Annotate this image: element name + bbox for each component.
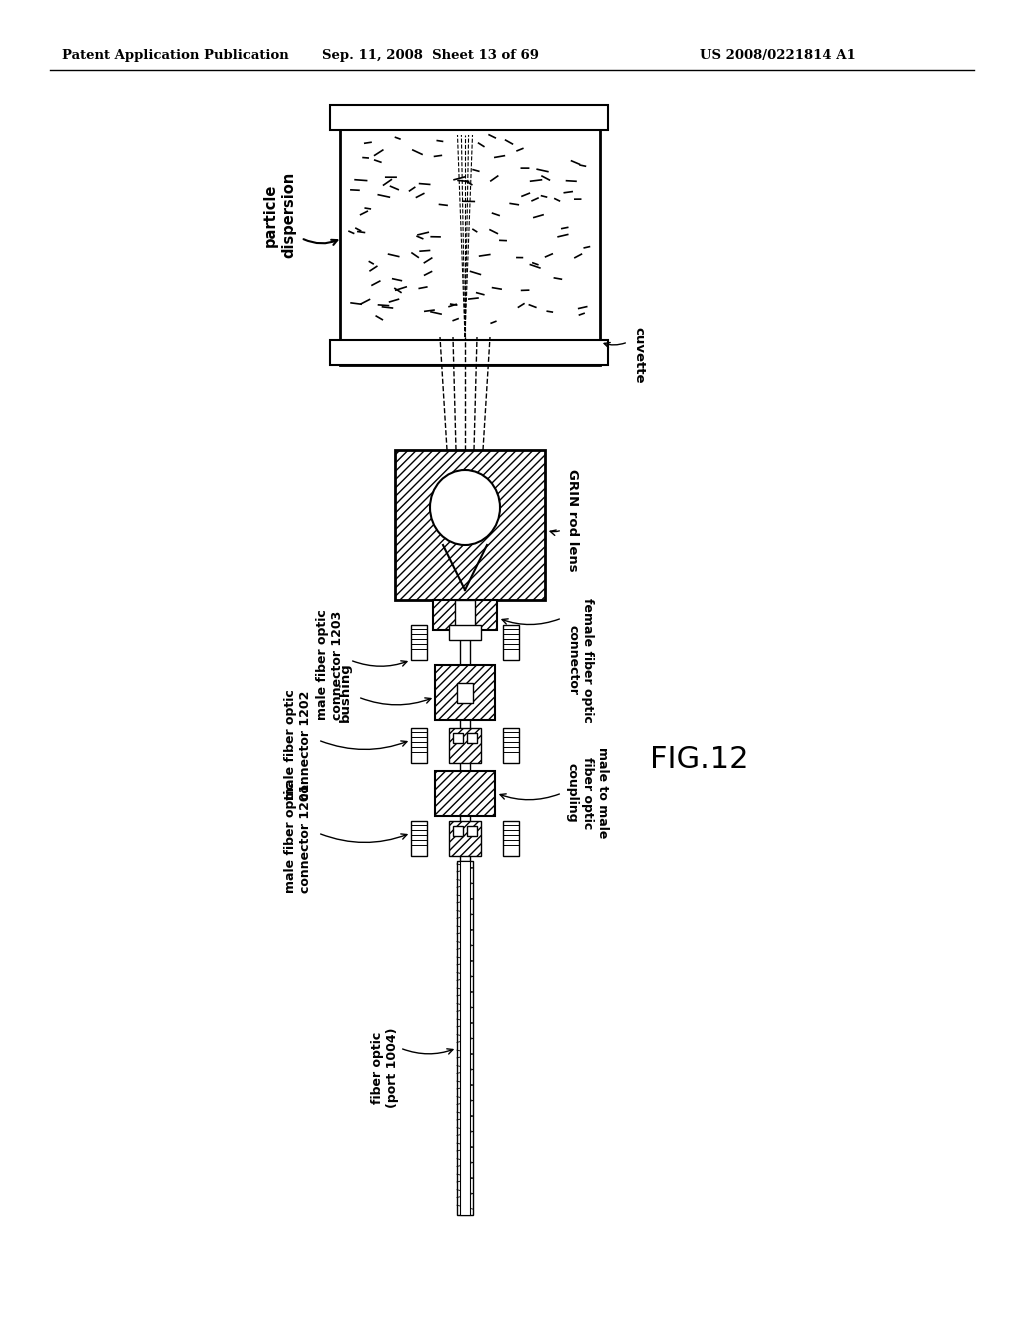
- Bar: [455, 601, 475, 635]
- Bar: [411, 821, 427, 855]
- Bar: [433, 601, 497, 630]
- Text: GRIN rod lens: GRIN rod lens: [566, 469, 579, 572]
- Bar: [330, 106, 608, 129]
- Bar: [453, 733, 463, 743]
- Text: fiber optic
(port 1004): fiber optic (port 1004): [371, 1028, 399, 1109]
- Bar: [449, 821, 481, 855]
- Text: US 2008/0221814 A1: US 2008/0221814 A1: [700, 49, 856, 62]
- Text: male fiber optic
connector 1202: male fiber optic connector 1202: [284, 689, 312, 800]
- Bar: [453, 826, 463, 836]
- Text: FIG.12: FIG.12: [650, 746, 749, 775]
- Bar: [503, 729, 519, 763]
- Ellipse shape: [430, 470, 500, 545]
- Text: female fiber optic
connector: female fiber optic connector: [566, 598, 594, 722]
- Text: cuvette: cuvette: [632, 327, 645, 383]
- Text: male fiber optic
connector 1203: male fiber optic connector 1203: [316, 610, 344, 721]
- Text: Sep. 11, 2008  Sheet 13 of 69: Sep. 11, 2008 Sheet 13 of 69: [322, 49, 539, 62]
- Text: particle
dispersion: particle dispersion: [263, 172, 297, 259]
- Bar: [449, 729, 481, 763]
- Bar: [457, 682, 473, 704]
- Bar: [435, 665, 495, 719]
- Bar: [395, 450, 545, 601]
- Bar: [435, 771, 495, 816]
- Bar: [411, 729, 427, 763]
- Bar: [449, 624, 481, 640]
- Bar: [457, 861, 473, 1214]
- Bar: [503, 624, 519, 660]
- Bar: [460, 861, 470, 1214]
- Bar: [467, 826, 477, 836]
- Bar: [503, 821, 519, 855]
- Bar: [411, 624, 427, 660]
- Text: male fiber optic
connector 1201: male fiber optic connector 1201: [284, 783, 312, 894]
- Bar: [460, 601, 470, 1100]
- Bar: [340, 106, 600, 366]
- Bar: [330, 341, 608, 366]
- Text: male to male
fiber optic
coupling: male to male fiber optic coupling: [566, 747, 609, 838]
- Text: Patent Application Publication: Patent Application Publication: [62, 49, 289, 62]
- Text: bushing: bushing: [339, 663, 351, 722]
- Bar: [467, 733, 477, 743]
